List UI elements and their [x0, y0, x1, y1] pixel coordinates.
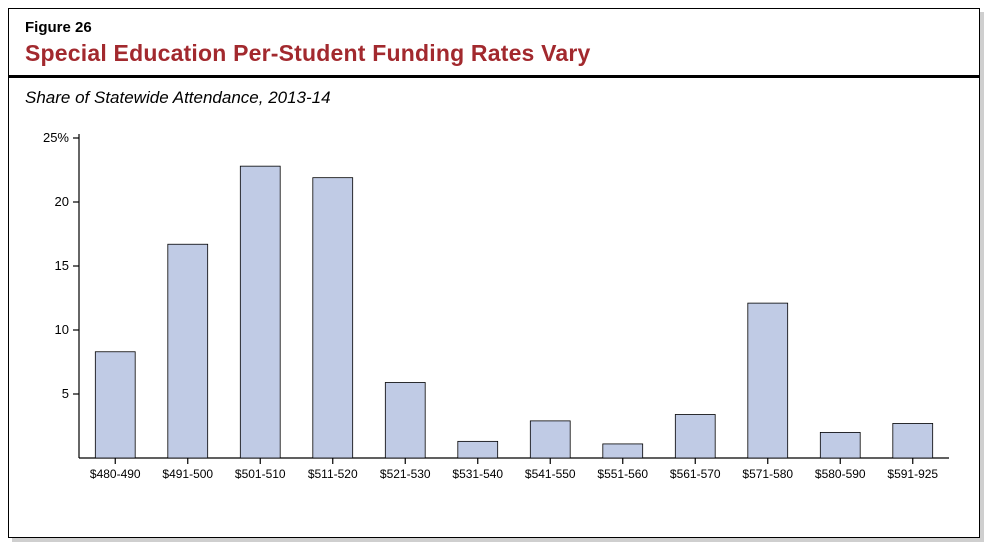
x-axis-label: $571-580: [742, 467, 793, 481]
svg-text:20: 20: [55, 194, 69, 209]
x-axis-label: $480-490: [90, 467, 141, 481]
x-axis-label: $561-570: [670, 467, 721, 481]
bar: [675, 414, 715, 458]
x-axis-label: $511-520: [308, 467, 358, 481]
x-axis-label: $531-540: [452, 467, 503, 481]
svg-text:10: 10: [55, 322, 69, 337]
svg-text:5: 5: [62, 386, 69, 401]
bar: [603, 444, 643, 458]
bar: [168, 244, 208, 458]
bar: [313, 178, 353, 458]
bar: [95, 352, 135, 458]
x-axis-label: $580-590: [815, 467, 866, 481]
bar: [458, 441, 498, 458]
x-axis-label: $541-550: [525, 467, 576, 481]
x-axis-label: $551-560: [597, 467, 648, 481]
bar-chart: 5 10 15 20 25% $480-490 $491-500 $501-510 $511-5…: [9, 108, 981, 518]
x-axis-label: $521-530: [380, 467, 431, 481]
bar: [240, 166, 280, 458]
figure-subtitle: Share of Statewide Attendance, 2013-14: [9, 78, 979, 108]
bar: [530, 421, 570, 458]
x-axis-label: $591-925: [887, 467, 938, 481]
bar: [893, 423, 933, 458]
figure-label: Figure 26: [25, 19, 963, 36]
svg-text:25%: 25%: [43, 130, 69, 145]
figure-wrap: Figure 26 Special Education Per-Student …: [0, 0, 991, 550]
figure-title: Special Education Per-Student Funding Ra…: [25, 40, 963, 67]
bar: [385, 382, 425, 458]
svg-text:15: 15: [55, 258, 69, 273]
figure-header: Figure 26 Special Education Per-Student …: [9, 9, 979, 75]
figure-panel: Figure 26 Special Education Per-Student …: [8, 8, 980, 538]
bar: [748, 303, 788, 458]
chart-area: 5 10 15 20 25% $480-490 $491-500 $501-510 $511-5…: [9, 108, 979, 518]
x-axis-label: $491-500: [162, 467, 213, 481]
x-axis-label: $501-510: [235, 467, 286, 481]
bar: [820, 432, 860, 458]
